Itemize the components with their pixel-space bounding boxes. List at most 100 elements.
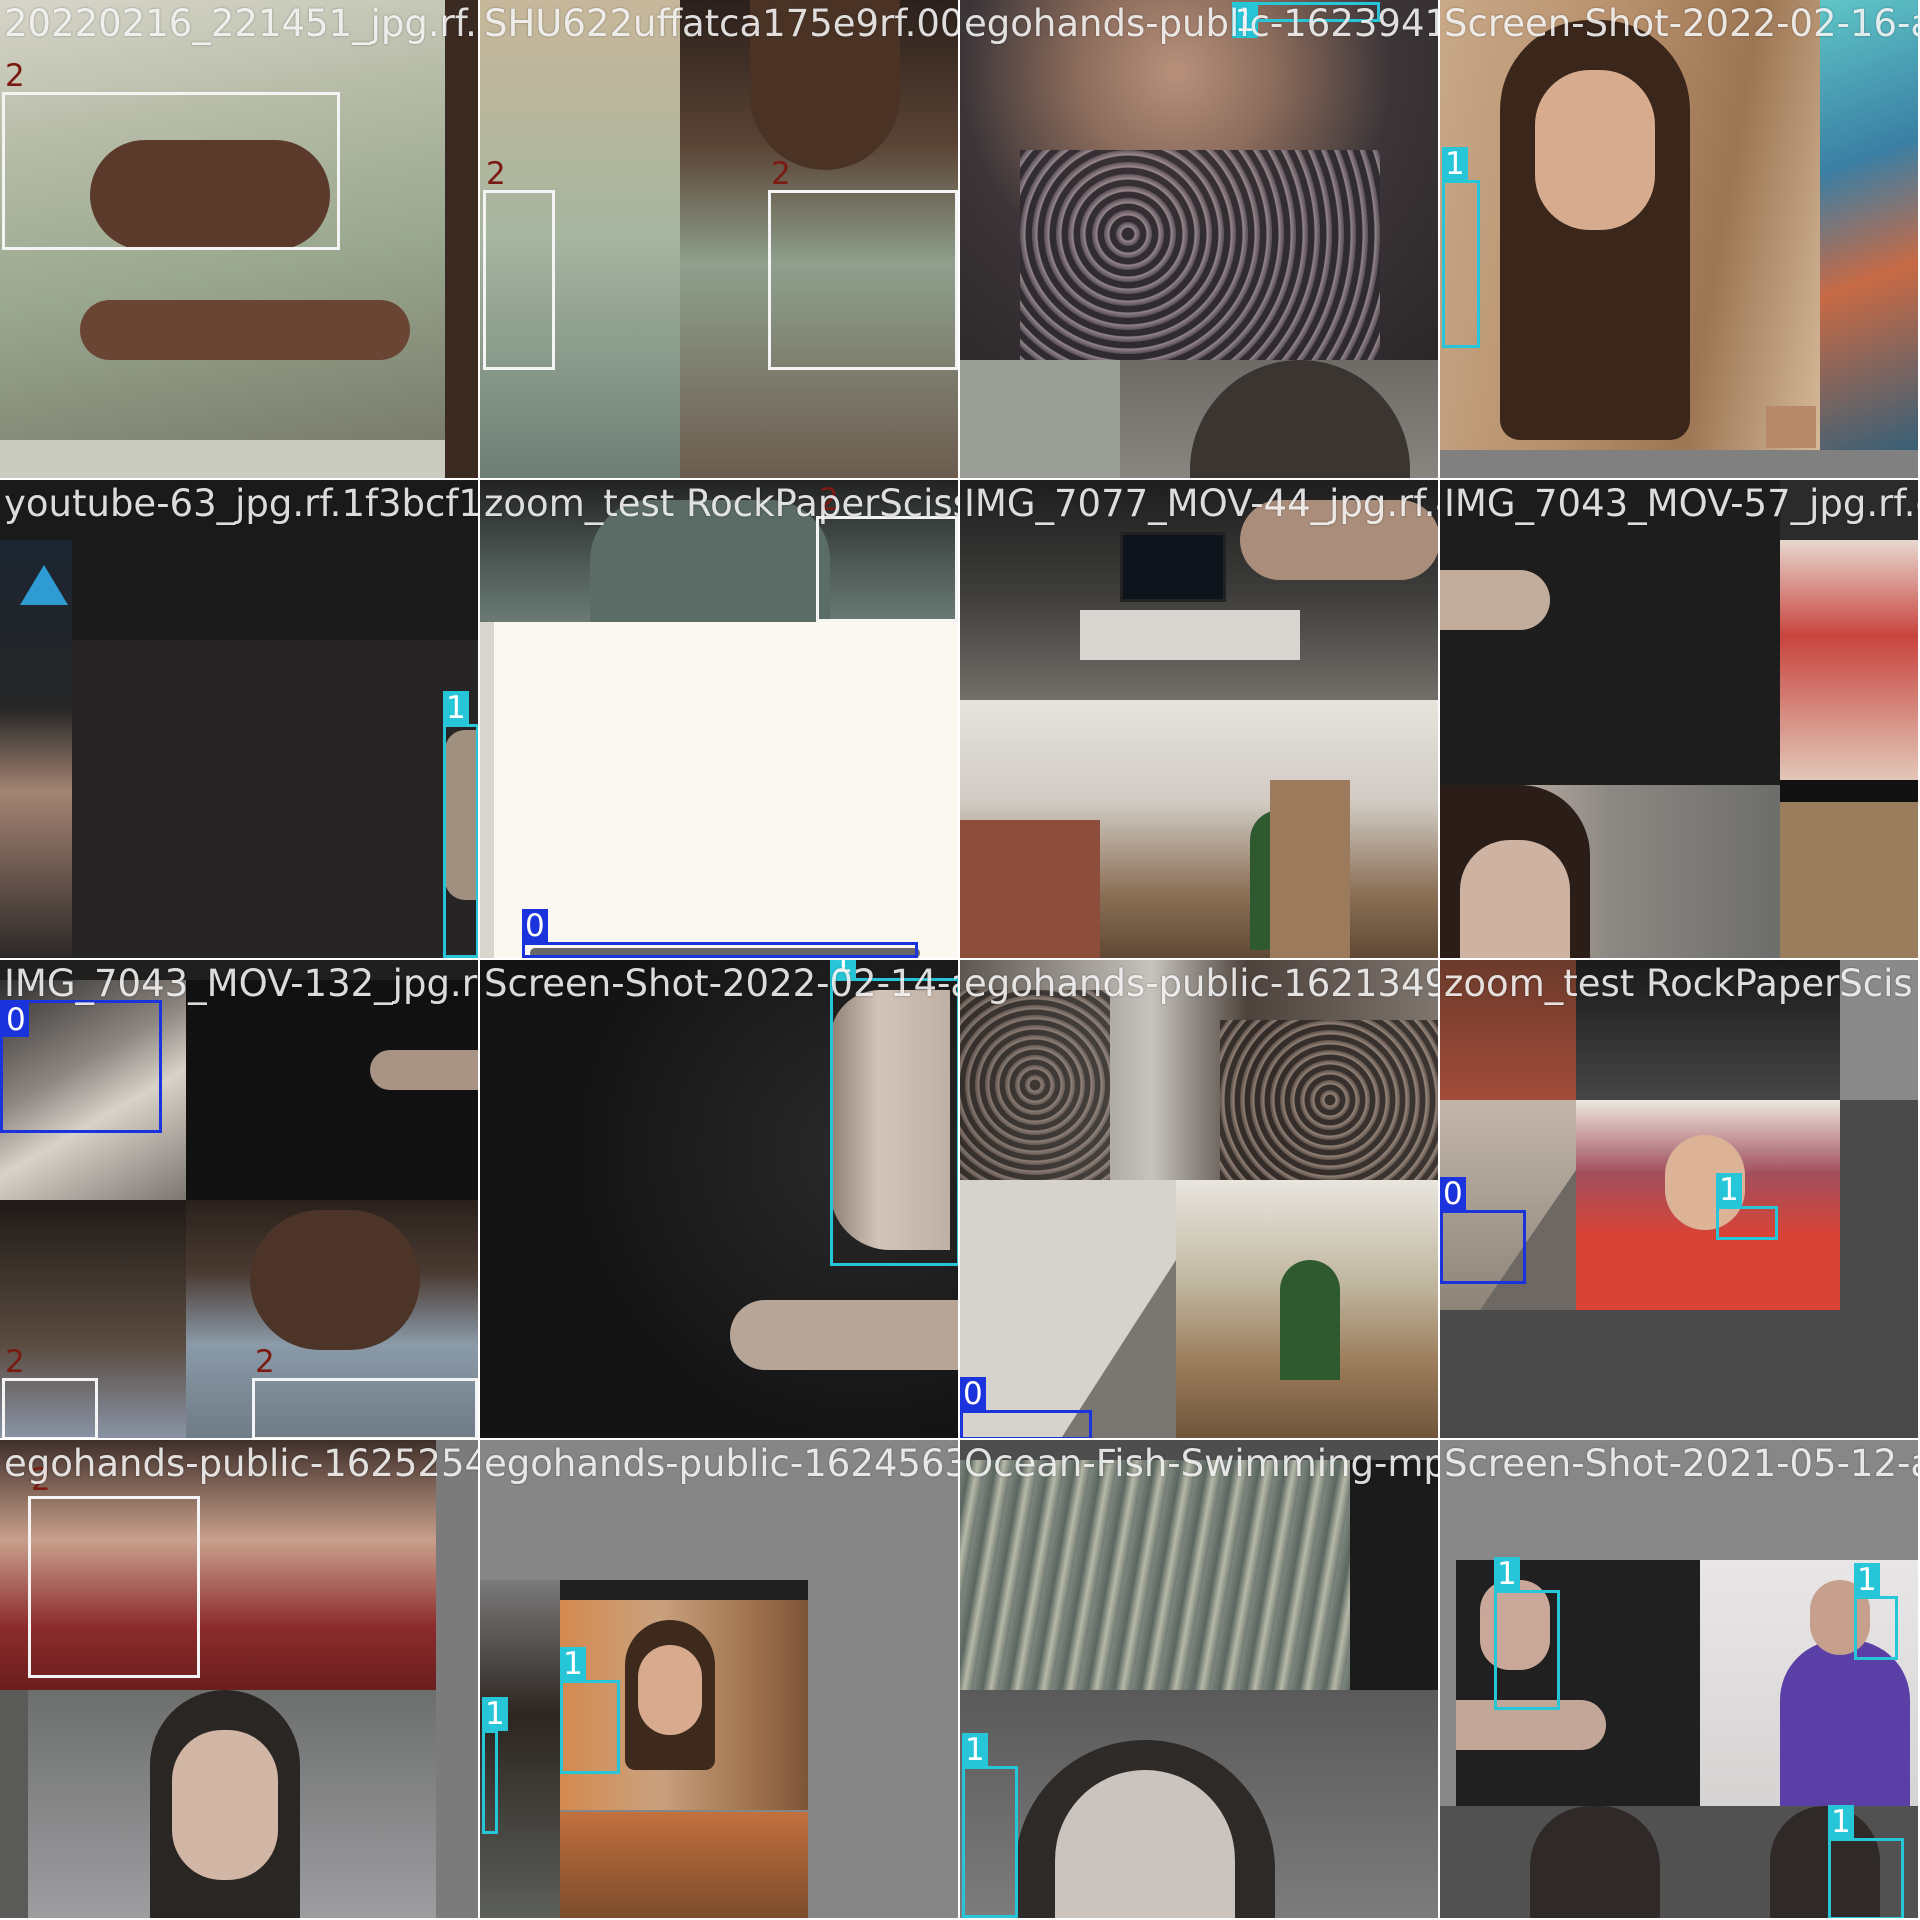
detection-box[interactable]: 1 xyxy=(1232,2,1380,38)
image-panel xyxy=(1440,1310,1918,1438)
mosaic-tile[interactable]: youtube-63_jpg.rf.1f3bcf13d2e85_t4291Roc… xyxy=(0,480,480,960)
image-panel xyxy=(1060,1260,1176,1438)
class-label: 0 xyxy=(3,1003,29,1037)
image-panel xyxy=(1840,960,1918,1100)
image-panel xyxy=(480,622,494,958)
filename-label: Ocean-Fish-Swimming-mp4-6 xyxy=(964,1442,1438,1485)
image-panel xyxy=(1440,480,1780,785)
class-label: 2 xyxy=(771,156,791,192)
class-label: 1 xyxy=(962,1733,988,1767)
filename-label: egohands-public-1624563390127_png.rf xyxy=(484,1442,958,1485)
image-panel xyxy=(530,948,920,958)
image-panel xyxy=(960,990,1110,1180)
image-panel xyxy=(730,1300,958,1370)
image-panel xyxy=(80,300,410,360)
mosaic-tile[interactable]: zoom_test RockPaperSciss 2 0 xyxy=(480,480,960,960)
image-panel xyxy=(1240,500,1438,580)
class-label: 0 xyxy=(522,909,548,943)
image-panel xyxy=(1780,802,1918,958)
image-panel xyxy=(1460,840,1570,958)
image-panel xyxy=(0,1200,186,1438)
detection-box[interactable]: 0 xyxy=(1440,1177,1526,1284)
image-panel xyxy=(0,980,186,1200)
image-panel xyxy=(960,360,1120,478)
image-panel xyxy=(1780,540,1918,780)
detection-box[interactable]: 2 xyxy=(2,1345,98,1438)
image-panel xyxy=(0,1690,28,1918)
class-label: 1 xyxy=(1232,4,1258,38)
image-panel xyxy=(1280,1260,1340,1380)
filename-label: zoom_test RockPaperScis xyxy=(1444,962,1913,1005)
mosaic-tile[interactable]: IMG_7077_MOV-44_jpg.rf.4 xyxy=(960,480,1440,960)
detection-box[interactable]: 1 xyxy=(830,960,958,1266)
image-panel xyxy=(72,640,478,958)
class-label: 1 xyxy=(1442,147,1468,181)
image-panel xyxy=(1480,1580,1550,1670)
mosaic-tile[interactable]: Screen-Shot-2022-02-14-at- 1 xyxy=(480,960,960,1440)
mosaic-tile[interactable]: Screen-Shot-2021-05-12-at- 1 1 1 xyxy=(1440,1440,1920,1920)
mosaic-tile[interactable]: egohands-public-1624563390127_png.rf 1 1 xyxy=(480,1440,960,1920)
image-panel xyxy=(480,0,680,478)
image-panel xyxy=(480,1580,560,1918)
filename-label: IMG_7043_MOV-57_jpg.rf.e xyxy=(1444,482,1920,525)
detection-box[interactable]: 1 xyxy=(1494,1557,1560,1710)
image-panel xyxy=(590,500,830,622)
detection-box[interactable]: 2 xyxy=(2,59,340,250)
class-label: 2 xyxy=(255,1344,275,1380)
class-label: 1 xyxy=(443,691,469,725)
detection-box[interactable]: 1 xyxy=(962,1733,1018,1918)
detection-box[interactable]: 2 xyxy=(816,483,958,622)
mosaic-tile[interactable]: Screen-Shot-2022-02-16-at- 1 xyxy=(1440,0,1920,480)
detection-box[interactable]: 1 xyxy=(1442,147,1480,348)
filename-label: egohands-public-1623941906995_png.rf xyxy=(964,2,1438,45)
mosaic-tile[interactable]: IMG_7043_MOV-57_jpg.rf.e xyxy=(1440,480,1920,960)
mosaic-tile[interactable]: 20220216_221451_jpg.rf.c04f1e85f5a 2 xyxy=(0,0,480,480)
image-panel xyxy=(1350,1460,1438,1690)
detection-box[interactable]: 1 xyxy=(1716,1173,1778,1240)
class-label: 2 xyxy=(5,1344,25,1380)
detection-box[interactable]: 2 xyxy=(483,157,555,370)
image-panel xyxy=(1770,1806,1880,1918)
detection-box[interactable]: 0 xyxy=(522,909,918,958)
class-label: 2 xyxy=(486,156,506,192)
filename-label: egohands-public-1625254247727_png.rf xyxy=(4,1442,478,1485)
detection-box[interactable]: 2 xyxy=(252,1345,478,1438)
detection-box[interactable]: 1 xyxy=(1854,1563,1898,1660)
mosaic-tile[interactable]: egohands-public-1623941906995_png.rf 1 xyxy=(960,0,1440,480)
image-panel xyxy=(638,1645,702,1735)
detection-box[interactable]: 1 xyxy=(482,1697,508,1834)
image-panel xyxy=(1576,960,1840,1100)
detection-box[interactable]: 1 xyxy=(560,1647,620,1774)
image-panel xyxy=(250,1210,420,1350)
detection-box[interactable]: 0 xyxy=(0,1000,162,1133)
mosaic-tile[interactable]: SHU622uffatca175e9rf.006b1baa8625cf759d9… xyxy=(480,0,960,480)
mosaic-tile[interactable]: zoom_test RockPaperScis 0 1 xyxy=(1440,960,1920,1440)
image-panel xyxy=(370,1050,478,1090)
mosaic-tile[interactable]: Ocean-Fish-Swimming-mp4-6 1 xyxy=(960,1440,1440,1920)
mosaic-tile[interactable]: IMG_7043_MOV-132_jpg.rf.78b7d61b5e0029a … xyxy=(0,960,480,1440)
detection-box[interactable]: 1 xyxy=(1828,1805,1904,1918)
image-panel xyxy=(1480,1170,1576,1310)
filename-label: zoom_test RockPaperSciss xyxy=(484,482,960,525)
detection-box[interactable]: 2 xyxy=(768,157,958,370)
filename-label: SHU622uffatca175e9rf.006b1baa8625cf759d9… xyxy=(484,2,958,45)
image-panel xyxy=(1530,1806,1660,1918)
detection-box[interactable]: 0 xyxy=(960,1377,1092,1438)
image-panel xyxy=(750,0,900,170)
image-panel xyxy=(20,565,68,605)
image-panel xyxy=(1535,70,1655,230)
image-panel xyxy=(1120,532,1226,602)
image-panel xyxy=(0,440,445,478)
mosaic-tile[interactable]: egohands-public-1625254247727_png.rf 2 xyxy=(0,1440,480,1920)
image-panel xyxy=(1080,610,1300,660)
detection-box[interactable]: 2 xyxy=(28,1463,200,1678)
class-label: 1 xyxy=(1716,1173,1742,1207)
class-label: 1 xyxy=(830,960,856,979)
image-panel xyxy=(0,540,72,958)
filename-label: IMG_7077_MOV-44_jpg.rf.4 xyxy=(964,482,1440,525)
mosaic-tile[interactable]: egohands-public-1621349914756_png 0 xyxy=(960,960,1440,1440)
image-panel xyxy=(1220,1020,1438,1180)
detection-box[interactable]: 1 xyxy=(443,691,478,958)
filename-label: Screen-Shot-2021-05-12-at- xyxy=(1444,1442,1920,1485)
image-panel xyxy=(1440,570,1550,630)
